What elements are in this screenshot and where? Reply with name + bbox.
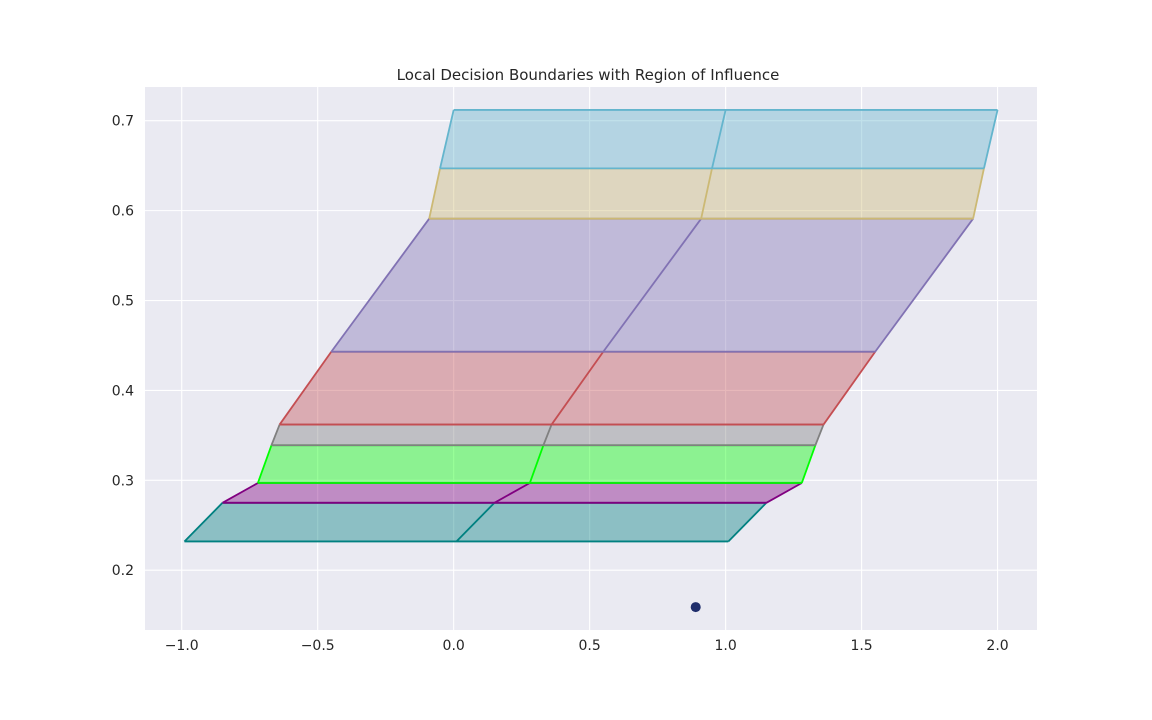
chart-title: Local Decision Boundaries with Region of… <box>397 66 780 84</box>
region-right-boundary-2 <box>800 444 817 484</box>
region-mid-boundary-1 <box>494 482 531 504</box>
sample-points <box>690 602 701 613</box>
region-band-7 <box>439 109 999 170</box>
region-left-boundary-3 <box>270 424 281 446</box>
y-axis-ticks: 0.2 0.3 0.4 0.5 0.6 0.7 <box>112 114 134 580</box>
y-tick-label-5: 0.7 <box>112 114 134 130</box>
y-tick-label-1: 0.3 <box>112 473 134 489</box>
region-left-boundary-4 <box>278 351 333 426</box>
region-band-1 <box>222 482 803 504</box>
region-right-boundary-4 <box>822 351 876 426</box>
region-right-boundary-7 <box>983 109 999 169</box>
region-band-5 <box>330 217 974 353</box>
region-right-boundary-3 <box>814 424 825 446</box>
data-point-0 <box>690 602 701 613</box>
y-tick-label-4: 0.6 <box>112 204 134 220</box>
region-band-3 <box>270 423 825 447</box>
region-mid-boundary-2 <box>528 444 545 484</box>
region-left-boundary-6 <box>428 168 441 219</box>
region-left-boundary-0 <box>183 502 224 543</box>
region-band-4 <box>278 350 876 426</box>
x-tick-label-6: 2.0 <box>986 638 1008 654</box>
x-axis-ticks: −1.0 −0.5 0.0 0.5 1.0 1.5 2.0 <box>165 638 1009 654</box>
region-mid-boundary-6 <box>700 168 713 219</box>
region-right-boundary-6 <box>972 168 985 219</box>
region-band-0 <box>183 501 768 543</box>
plot-area <box>145 87 1037 630</box>
y-tick-label-3: 0.5 <box>112 294 134 310</box>
x-tick-label-2: 0.0 <box>443 638 465 654</box>
x-tick-label-3: 0.5 <box>579 638 601 654</box>
decision-regions <box>183 109 999 543</box>
region-left-boundary-7 <box>439 109 455 169</box>
y-tick-label-2: 0.4 <box>112 383 134 399</box>
x-tick-label-0: −1.0 <box>165 638 199 654</box>
x-tick-label-1: −0.5 <box>301 638 335 654</box>
y-tick-label-0: 0.2 <box>112 563 134 579</box>
region-left-boundary-1 <box>222 482 259 504</box>
x-tick-label-5: 1.5 <box>850 638 872 654</box>
grid-lines <box>145 87 1037 630</box>
region-mid-boundary-7 <box>711 109 727 169</box>
region-band-2 <box>257 444 817 484</box>
region-mid-boundary-0 <box>455 502 496 543</box>
region-right-boundary-5 <box>874 218 974 353</box>
region-left-boundary-5 <box>330 218 430 353</box>
region-band-6 <box>428 167 985 220</box>
region-right-boundary-0 <box>727 502 768 543</box>
region-mid-boundary-3 <box>542 424 553 446</box>
region-mid-boundary-4 <box>550 351 604 426</box>
region-right-boundary-1 <box>765 482 803 504</box>
region-left-boundary-2 <box>257 444 273 484</box>
x-tick-label-4: 1.0 <box>714 638 736 654</box>
region-mid-boundary-5 <box>602 218 702 353</box>
